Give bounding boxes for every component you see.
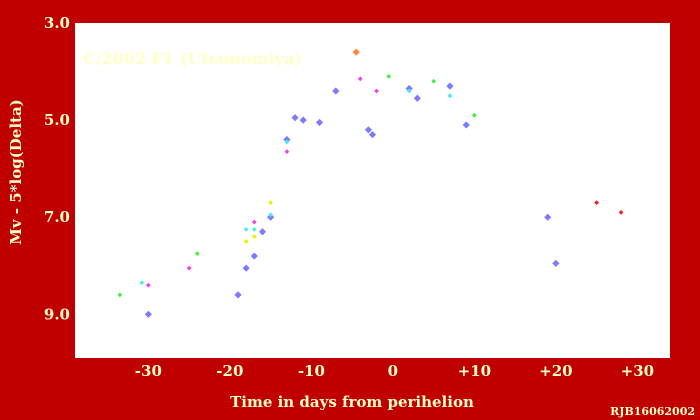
data-point: [145, 282, 151, 288]
data-point: [284, 149, 290, 155]
y-tick-label: 5.0: [44, 111, 70, 129]
data-point: [139, 280, 145, 286]
data-point: [413, 94, 421, 102]
x-axis-ticks: -30 -20 -10 0 +10 +20 +30: [135, 362, 654, 380]
data-point: [117, 292, 123, 298]
data-point: [267, 213, 275, 221]
data-point: [243, 239, 249, 244]
plot-area: [75, 23, 670, 358]
data-point: [291, 114, 299, 122]
data-point: [462, 121, 470, 129]
data-point: [258, 228, 267, 236]
data-point: [186, 265, 192, 271]
data-point: [431, 78, 437, 84]
data-point: [284, 139, 290, 145]
x-tick-label: -10: [298, 362, 325, 380]
data-points: [117, 48, 624, 318]
x-tick-label: +20: [539, 362, 572, 380]
x-axis-label: Time in days from perihelion: [230, 393, 474, 411]
data-point: [618, 209, 624, 215]
chart-title: C/2002 F1 (Utsunomiya): [83, 49, 302, 68]
y-tick-label: 3.0: [44, 14, 70, 32]
credit-label: RJB16062002: [610, 405, 695, 418]
data-point: [268, 212, 274, 218]
data-point: [552, 259, 560, 267]
data-point: [364, 126, 373, 134]
data-point: [251, 234, 257, 240]
data-point: [144, 310, 152, 318]
data-point: [250, 252, 258, 260]
y-tick-label: 9.0: [44, 305, 70, 323]
data-point: [447, 93, 453, 99]
data-point: [446, 82, 454, 90]
data-point: [268, 200, 274, 206]
data-point: [315, 118, 324, 127]
x-tick-label: +30: [621, 362, 654, 380]
data-point: [251, 226, 257, 232]
data-point: [283, 135, 291, 144]
y-axis-ticks: 3.0 5.0 7.0 9.0: [44, 14, 70, 323]
data-point: [251, 219, 257, 225]
data-point: [368, 131, 377, 139]
data-point: [406, 88, 412, 94]
x-tick-label: -20: [216, 362, 243, 380]
x-tick-label: 0: [388, 362, 398, 380]
y-tick-label: 7.0: [44, 208, 70, 226]
x-tick-label: +10: [458, 362, 491, 380]
data-point: [357, 76, 363, 82]
data-point: [544, 213, 552, 221]
data-point: [299, 116, 307, 124]
data-point: [242, 264, 250, 272]
data-point: [194, 251, 200, 257]
data-point: [594, 200, 600, 206]
x-tick-label: -30: [135, 362, 162, 380]
y-axis-label: Mv - 5*log(Delta): [7, 99, 25, 245]
data-point: [405, 84, 413, 93]
data-point: [471, 112, 477, 118]
data-point: [386, 74, 392, 79]
data-point: [243, 226, 249, 232]
data-point: [352, 48, 360, 56]
data-point: [234, 291, 242, 299]
data-point: [374, 88, 379, 94]
data-point: [332, 87, 340, 95]
